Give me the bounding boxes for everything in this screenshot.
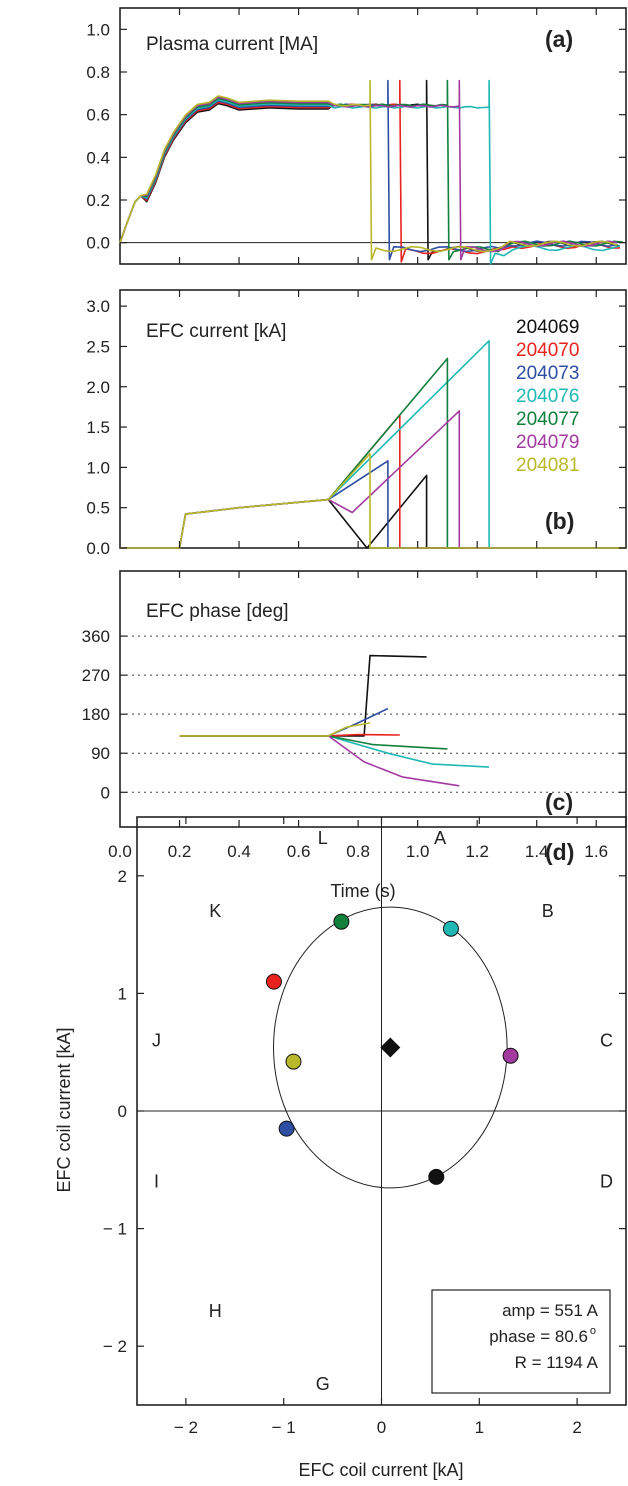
point-204073 xyxy=(278,1120,295,1137)
panel-c-xtick-label: 1.2 xyxy=(465,842,489,861)
region-label-A: A xyxy=(434,828,446,848)
panel-c-ytick-label: 90 xyxy=(91,744,110,763)
point-204079 xyxy=(502,1047,519,1064)
panel-b-letter: (b) xyxy=(545,508,574,534)
panel-a: 0.0 0.2 0.4 0.6 0.8 1.0 Plasma current [MA] (… xyxy=(86,7,627,265)
legend-entry-204073: 204073 xyxy=(516,363,579,384)
panel-c-letter: (c) xyxy=(545,789,573,815)
panel-c-trace-204073 xyxy=(179,707,389,737)
panel-a-ytick-label: 0.6 xyxy=(86,106,110,125)
legend-entry-204070: 204070 xyxy=(516,340,579,361)
panel-c-xtick-label: 0.0 xyxy=(108,842,132,861)
panel-a-trace-204081 xyxy=(119,79,618,261)
region-label-L: L xyxy=(318,828,328,848)
panel-c-trace-204077 xyxy=(179,735,448,750)
panel-b-trace-204081 xyxy=(120,452,626,549)
panel-c-xtick-label: 0.2 xyxy=(168,842,192,861)
panel-d-xtick-label: − 2 xyxy=(174,1418,198,1437)
panel-b-ytick-label: 2.0 xyxy=(86,378,110,397)
panel-d-ytick-label: 1 xyxy=(118,984,127,1003)
panel-c-xtick-label: 0.4 xyxy=(227,842,251,861)
point-204070 xyxy=(265,973,282,990)
panel-c-title: EFC phase [deg] xyxy=(146,601,289,622)
panel-a-ytick-label: 1.0 xyxy=(86,20,110,39)
annotation-box: amp = 551 A phase = 80.6 o R = 1194 A xyxy=(431,1289,611,1394)
panel-d-xlabel: EFC coil current [kA] xyxy=(298,1460,463,1480)
panel-b-ytick-label: 3.0 xyxy=(86,297,110,316)
panel-c-xtick-label: 0.6 xyxy=(287,842,311,861)
panel-c-frame xyxy=(119,570,627,828)
legend-entry-204076: 204076 xyxy=(516,386,579,407)
legend-entry-204081: 204081 xyxy=(516,455,579,476)
center-marker xyxy=(380,1037,401,1058)
legend-entry-204069: 204069 xyxy=(516,317,579,338)
region-label-D: D xyxy=(600,1172,613,1192)
panel-d-xtick-label: 2 xyxy=(572,1418,581,1437)
region-label-K: K xyxy=(209,901,221,921)
panel-b-ytick-label: 0.0 xyxy=(86,539,110,558)
annotation-phase-text: phase = 80.6 xyxy=(489,1327,588,1346)
panel-b-ytick-label: 1.5 xyxy=(86,418,110,437)
panel-a-ytick-label: 0.8 xyxy=(86,63,110,82)
panel-c-xtick-label: 1.4 xyxy=(525,842,549,861)
annotation-degree: o xyxy=(590,1325,596,1337)
point-204069 xyxy=(428,1168,445,1185)
panel-b-title: EFC current [kA] xyxy=(146,321,286,342)
panel-a-letter: (a) xyxy=(545,26,573,52)
panel-d-xtick-label: 0 xyxy=(377,1418,386,1437)
panel-a-trace-204073 xyxy=(119,79,618,261)
legend-entry-204079: 204079 xyxy=(516,432,579,453)
panel-c-ytick-label: 270 xyxy=(82,666,110,685)
annotation-amp: amp = 551 A xyxy=(502,1301,599,1320)
panel-a-frame xyxy=(119,7,627,265)
panel-d-ytick-label: − 1 xyxy=(103,1220,127,1239)
point-204076 xyxy=(442,920,459,937)
panel-a-ytick-label: 0.2 xyxy=(86,191,110,210)
panel-a-ytick-label: 0.4 xyxy=(86,148,110,167)
region-label-I: I xyxy=(154,1172,159,1192)
panel-c-xtick-label: 1.6 xyxy=(584,842,608,861)
panel-d-ytick-label: 2 xyxy=(118,867,127,886)
panel-d-ylabel: EFC coil current [kA] xyxy=(54,1027,74,1192)
panel-c-xtick-label: 1.0 xyxy=(406,842,430,861)
annotation-radius: R = 1194 A xyxy=(515,1353,599,1372)
panel-b: 0.0 0.5 1.0 1.5 2.0 2.5 3.0 EFC current [kA] (… xyxy=(86,289,627,558)
panel-b-ytick-label: 1.0 xyxy=(86,458,110,477)
point-204081 xyxy=(285,1053,302,1070)
region-label-H: H xyxy=(209,1301,222,1321)
panel-c-xtick-label: 0.8 xyxy=(346,842,370,861)
region-label-J: J xyxy=(152,1030,161,1050)
legend: 204069 204070 204073 204076 204077 20407… xyxy=(516,317,579,476)
panel-a-title: Plasma current [MA] xyxy=(146,34,318,55)
panel-d: A B C D G H I J K L − 2 − 1 0 1 2 − 2 − 1 0 1 2 (d) EFC co… xyxy=(54,816,627,1480)
panel-a-ytick-label: 0.0 xyxy=(86,234,110,253)
panel-d-xtick-label: 1 xyxy=(475,1418,484,1437)
panel-d-ytick-label: 0 xyxy=(118,1102,127,1121)
panel-b-ytick-label: 2.5 xyxy=(86,337,110,356)
fit-circle xyxy=(273,906,508,1189)
annotation-frame xyxy=(431,1289,611,1394)
region-label-B: B xyxy=(542,901,554,921)
region-label-G: G xyxy=(316,1374,330,1394)
panel-c-trace-204081 xyxy=(179,722,371,737)
point-204077 xyxy=(333,913,350,930)
panel-d-letter: (d) xyxy=(545,839,574,865)
legend-entry-204077: 204077 xyxy=(516,409,579,430)
region-label-C: C xyxy=(600,1030,613,1050)
panel-c-ytick-label: 360 xyxy=(82,627,110,646)
panel-c-ytick-label: 0 xyxy=(101,783,110,802)
panel-d-ytick-label: − 2 xyxy=(103,1337,127,1356)
annotation-phase: phase = 80.6 xyxy=(489,1327,588,1346)
panel-c-ytick-label: 180 xyxy=(82,705,110,724)
panel-a-trace-204079 xyxy=(119,79,618,261)
panel-c-trace-204069 xyxy=(179,654,427,737)
panel-a-trace-204077 xyxy=(119,79,624,261)
panel-b-ytick-label: 0.5 xyxy=(86,499,110,518)
panel-c-xlabel: Time (s) xyxy=(330,881,395,901)
panel-d-xtick-label: − 1 xyxy=(272,1418,296,1437)
